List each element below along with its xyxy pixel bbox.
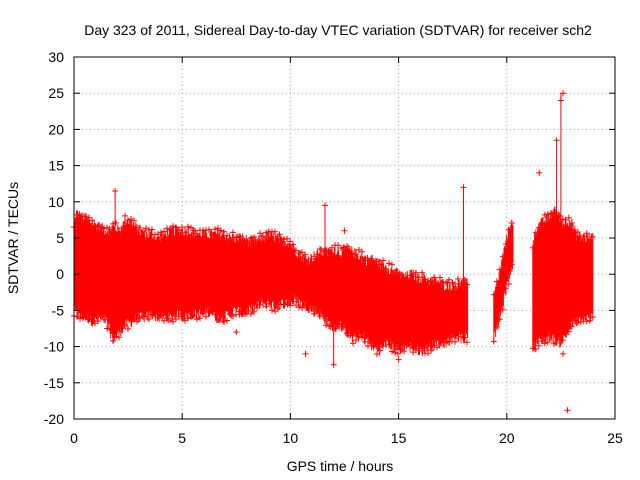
data-point — [536, 169, 543, 176]
y-axis-label: SDTVAR / TECUs — [5, 182, 21, 294]
data-point — [428, 347, 435, 354]
y-tick-label: 20 — [48, 121, 64, 137]
data-point — [341, 227, 348, 234]
y-tick-label: -20 — [44, 411, 64, 427]
data-point — [553, 137, 560, 144]
data-point — [564, 407, 571, 414]
y-tick-label: 5 — [56, 230, 64, 246]
y-tick-label: 10 — [48, 194, 64, 210]
y-tick-label: -5 — [52, 302, 65, 318]
chart-title: Day 323 of 2011, Sidereal Day-to-day VTE… — [84, 22, 592, 38]
data-point — [276, 231, 283, 238]
data-point — [395, 356, 402, 363]
x-tick-label: 20 — [499, 430, 515, 446]
y-tick-label: 30 — [48, 49, 64, 65]
data-band — [493, 219, 514, 342]
x-tick-label: 25 — [607, 430, 623, 446]
x-tick-label: 15 — [391, 430, 407, 446]
data-point — [233, 329, 240, 336]
data-point — [560, 350, 567, 357]
x-tick-label: 5 — [178, 430, 186, 446]
data-point — [112, 187, 119, 194]
y-tick-label: 15 — [48, 158, 64, 174]
data-point — [460, 184, 467, 191]
y-tick-label: 25 — [48, 85, 64, 101]
data-point — [302, 350, 309, 357]
y-tick-label: 0 — [56, 266, 64, 282]
data-band-markers — [529, 209, 596, 352]
y-tick-label: -10 — [44, 339, 64, 355]
data-point — [330, 361, 337, 368]
axis-ticks: 0 5 10 15 20 25 -20 -15 -10 -5 0 5 10 15 20 25 30 — [44, 49, 623, 446]
data-series — [71, 90, 596, 414]
x-axis-label: GPS time / hours — [287, 458, 394, 474]
data-point — [322, 202, 329, 209]
x-tick-label: 0 — [70, 430, 78, 446]
data-point — [560, 90, 567, 97]
data-band-markers — [490, 220, 515, 345]
data-band — [532, 206, 594, 352]
x-tick-label: 10 — [283, 430, 299, 446]
y-tick-label: -15 — [44, 375, 64, 391]
data-point — [557, 97, 564, 104]
